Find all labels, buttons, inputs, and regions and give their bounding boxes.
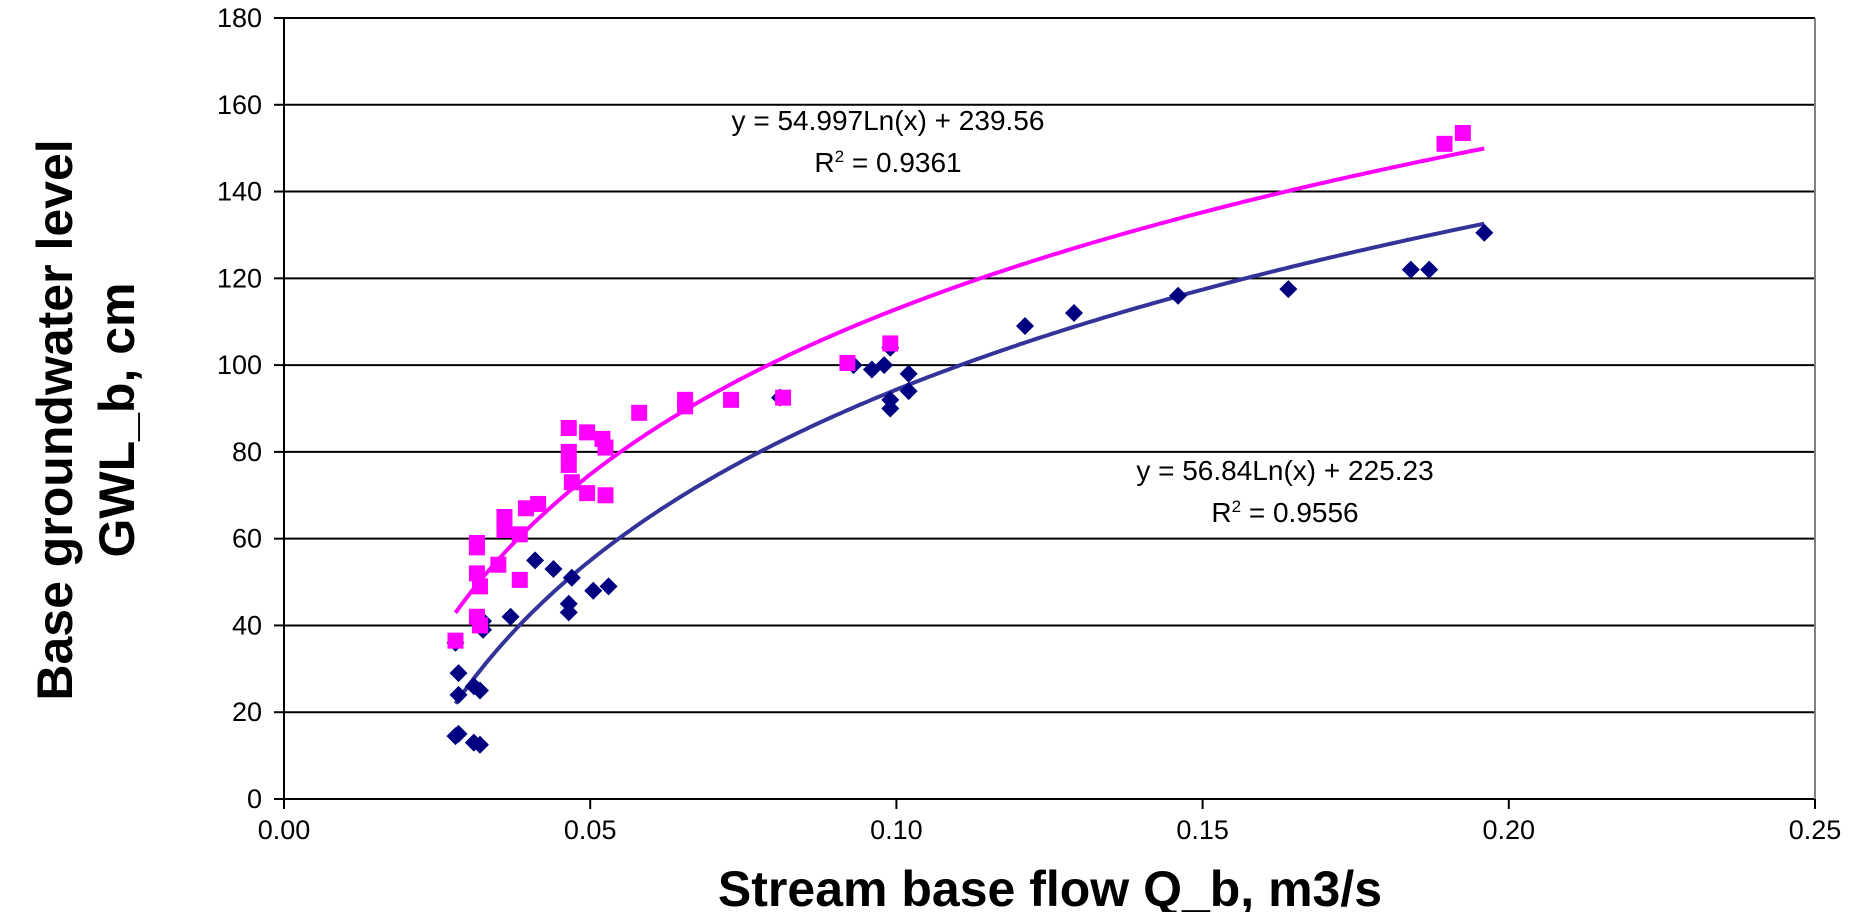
x-tick-label: 0.05 bbox=[564, 815, 617, 845]
x-tick-label: 0.10 bbox=[870, 815, 923, 845]
navy-diamond-point bbox=[449, 664, 468, 683]
pink-square-point bbox=[631, 404, 648, 421]
navy-diamond-point bbox=[562, 568, 581, 587]
pink-square-point bbox=[723, 391, 740, 408]
navy-diamond-point bbox=[446, 727, 465, 746]
pink-square-point bbox=[563, 474, 580, 491]
pink-square-point bbox=[597, 439, 614, 456]
navy-diamond-point bbox=[449, 685, 468, 704]
tick-labels: 0 20 40 60 80 100 120 140 160 180 0.00 0.05 0.10 0.15… bbox=[217, 3, 1841, 845]
navy-r2-label: R bbox=[1211, 497, 1231, 528]
pink-square-point bbox=[775, 389, 792, 406]
pink-square-point bbox=[560, 420, 577, 437]
y-axis-title-line-2: GWL_b, cm bbox=[89, 282, 145, 557]
navy-equation-text: y = 56.84Ln(x) + 225.23 bbox=[1136, 455, 1433, 486]
navy-trendline bbox=[453, 221, 1485, 705]
navy-diamond-point bbox=[1401, 260, 1420, 279]
y-tick-label: 60 bbox=[232, 524, 262, 554]
pink-r2-superscript: 2 bbox=[835, 147, 844, 166]
navy-diamond-point bbox=[875, 356, 894, 375]
x-tick-label: 0.00 bbox=[258, 815, 311, 845]
y-tick-label: 80 bbox=[232, 437, 262, 467]
y-tick-label: 180 bbox=[217, 3, 262, 33]
pink-square-point bbox=[471, 617, 488, 634]
x-tick-label: 0.20 bbox=[1483, 815, 1536, 845]
trendlines bbox=[453, 146, 1485, 705]
navy-diamond-point bbox=[544, 560, 563, 579]
pink-square-point bbox=[560, 456, 577, 473]
pink-r2-text: R2 = 0.9361 bbox=[814, 147, 961, 178]
y-tick-label: 120 bbox=[217, 263, 262, 293]
navy-diamond-point bbox=[1169, 286, 1188, 305]
pink-square-point bbox=[447, 632, 464, 649]
navy-diamond-point bbox=[899, 364, 918, 383]
data-points bbox=[446, 124, 1494, 754]
navy-trendline-equation: y = 56.84Ln(x) + 225.23 R2 = 0.9556 bbox=[1136, 455, 1433, 528]
x-tick-label: 0.25 bbox=[1789, 815, 1842, 845]
navy-r2-value: = 0.9556 bbox=[1241, 497, 1359, 528]
pink-trendline-equation: y = 54.997Ln(x) + 239.56 R2 = 0.9361 bbox=[732, 105, 1045, 178]
pink-square-point bbox=[839, 354, 856, 371]
pink-square-point bbox=[677, 391, 694, 408]
pink-square-point bbox=[517, 500, 534, 517]
pink-r2-label: R bbox=[814, 147, 834, 178]
pink-square-point bbox=[1436, 135, 1453, 152]
pink-r2-value: = 0.9361 bbox=[844, 147, 962, 178]
pink-square-point bbox=[468, 565, 485, 582]
pink-square-point bbox=[496, 508, 513, 525]
pink-square-point bbox=[560, 443, 577, 460]
navy-diamond-point bbox=[584, 581, 603, 600]
navy-diamond-point bbox=[559, 603, 578, 622]
y-tick-label: 100 bbox=[217, 350, 262, 380]
pink-square-point bbox=[496, 521, 513, 538]
pink-square-point bbox=[490, 556, 507, 573]
pink-square-point bbox=[579, 424, 596, 441]
navy-diamond-point bbox=[1279, 280, 1298, 299]
y-tick-label: 160 bbox=[217, 90, 262, 120]
pink-equation-text: y = 54.997Ln(x) + 239.56 bbox=[732, 105, 1045, 136]
y-tick-label: 0 bbox=[247, 784, 262, 814]
navy-diamond-point bbox=[1064, 304, 1083, 323]
pink-square-point bbox=[1454, 124, 1471, 141]
pink-square-point bbox=[511, 571, 528, 588]
navy-r2-superscript: 2 bbox=[1232, 497, 1241, 516]
navy-diamond-point bbox=[881, 399, 900, 418]
x-tick-label: 0.15 bbox=[1176, 815, 1229, 845]
x-axis-title: Stream base flow Q_b, m3/s bbox=[718, 861, 1382, 912]
y-tick-label: 140 bbox=[217, 177, 262, 207]
navy-diamond-point bbox=[501, 607, 520, 626]
pink-square-point bbox=[468, 535, 485, 552]
axes bbox=[283, 18, 1816, 800]
navy-diamond-point bbox=[470, 681, 489, 700]
navy-diamond-point bbox=[899, 382, 918, 401]
navy-diamond-point bbox=[1420, 260, 1439, 279]
pink-square-point bbox=[530, 495, 547, 512]
pink-square-point bbox=[579, 485, 596, 502]
navy-diamond-point bbox=[599, 577, 618, 596]
y-axis-title-line-1: Base groundwater level bbox=[27, 139, 83, 700]
navy-diamond-point bbox=[526, 551, 545, 570]
pink-square-point bbox=[882, 335, 899, 352]
navy-r2-text: R2 = 0.9556 bbox=[1211, 497, 1358, 528]
pink-square-point bbox=[597, 487, 614, 504]
grid-lines bbox=[284, 17, 1815, 714]
pink-square-point bbox=[471, 578, 488, 595]
y-tick-label: 40 bbox=[232, 610, 262, 640]
pink-square-point bbox=[511, 526, 528, 543]
navy-diamond-point bbox=[470, 735, 489, 754]
pink-trendline bbox=[453, 146, 1485, 614]
navy-diamond-point bbox=[1475, 223, 1494, 242]
y-axis-title: Base groundwater level GWL_b, cm bbox=[27, 139, 145, 700]
y-tick-label: 20 bbox=[232, 697, 262, 727]
navy-diamond-point bbox=[1016, 317, 1035, 336]
